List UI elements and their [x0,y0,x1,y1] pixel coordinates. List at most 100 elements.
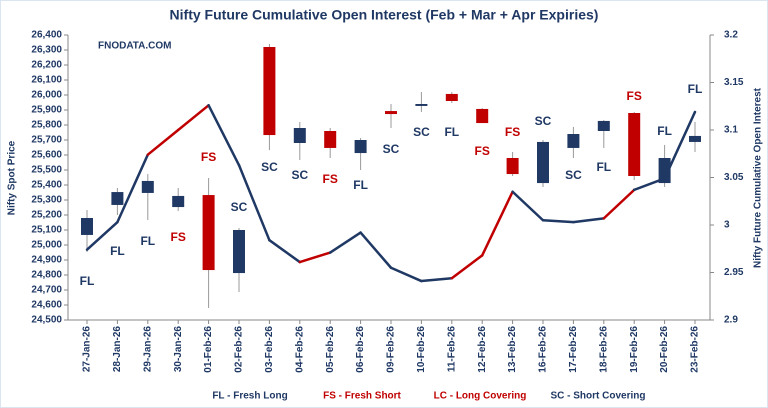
y2-tick-label: 3.2 [724,30,738,41]
x-tick-label: 29-Jan-26 [142,326,153,373]
y-tick-label: 24,800 [31,270,62,281]
x-tick-label: 27-Jan-26 [82,326,93,373]
signal-label: FL [444,125,459,139]
oi-line-segment [420,276,454,283]
y-tick-label: 25,300 [31,195,62,206]
candle-body [476,108,489,124]
signal-label: FS [505,125,520,139]
candle-body [537,141,549,184]
y-tick-label: 26,100 [31,75,62,86]
signal-label: FL [657,124,672,138]
watermark: FNODATA.COM [98,41,172,52]
y-tick-label: 25,200 [31,210,62,221]
y2-tick-label: 2.95 [724,267,744,278]
candle-body [263,47,276,136]
candle-body [111,192,124,205]
candle-body [202,195,215,271]
y-tick-label: 25,000 [31,240,62,251]
oi-line-segment [116,153,150,224]
candle-body [658,158,671,184]
legend-entry: LC - Long Covering [434,391,527,402]
signal-label: FS [171,230,186,244]
candle-body [81,218,93,235]
signal-label: FL [688,82,703,96]
legend-entry: FL - Fresh Long [212,391,287,402]
y-tick-label: 25,700 [31,135,62,146]
x-tick-label: 13-Feb-26 [507,326,518,373]
signal-label: FL [353,178,368,192]
x-tick-label: 19-Feb-26 [629,326,640,373]
signal-label: SC [261,160,278,174]
y-tick-label: 26,200 [31,60,62,71]
chart-title: Nifty Future Cumulative Open Interest (F… [170,7,599,23]
y-tick-label: 25,400 [31,180,62,191]
y-tick-label: 26,000 [31,90,62,101]
signal-label: FL [596,160,611,174]
oi-line-segment [298,251,332,264]
candle-body [689,135,701,142]
x-tick-label: 10-Feb-26 [416,326,427,373]
x-tick-label: 03-Feb-26 [264,326,275,373]
candle-body [354,140,367,154]
y2-axis-title: Nifty Future Cumulative Open Interest [753,87,764,268]
oi-line-segment [237,163,271,242]
signal-label: SC [383,142,400,156]
y2-tick-label: 3.15 [724,77,744,88]
oi-line-segment [207,104,241,167]
x-tick-label: 18-Feb-26 [598,326,609,373]
signal-label: SC [413,125,430,139]
y-tick-label: 24,600 [31,300,62,311]
x-tick-label: 06-Feb-26 [355,326,366,373]
oi-line-segment [268,238,302,264]
signal-label: FL [110,244,125,258]
signal-label: FS [201,150,216,164]
x-tick-label: 20-Feb-26 [659,326,670,373]
y-tick-label: 25,100 [31,225,62,236]
oi-line-segment [663,110,697,180]
y-tick-label: 25,800 [31,120,62,131]
y-tick-label: 24,700 [31,285,62,296]
oi-line-segment [389,266,423,283]
oi-line-segment [450,254,484,280]
x-tick-label: 16-Feb-26 [538,326,549,373]
oi-line-segment [511,190,545,222]
candle-body [628,113,641,176]
signal-label: SC [565,168,582,182]
oi-line-segment [359,231,393,269]
y-axis-title: Nifty Spot Price [7,140,18,215]
x-tick-label: 01-Feb-26 [203,326,214,373]
signal-label: FS [323,172,338,186]
oi-line-segment [328,231,362,254]
candle-body [293,128,306,143]
candle-body [233,230,245,274]
y2-tick-label: 3 [724,220,730,231]
signal-label: SC [291,168,308,182]
y-tick-label: 24,900 [31,255,62,266]
x-tick-label: 28-Jan-26 [112,326,123,373]
signal-label: SC [231,200,248,214]
legend-entry: FS - Fresh Short [323,391,401,402]
x-tick-label: 09-Feb-26 [386,326,397,373]
x-tick-label: 23-Feb-26 [690,326,701,373]
oi-line-segment [85,220,119,251]
y2-tick-label: 3.1 [724,125,738,136]
signal-label: FL [80,274,95,288]
signal-label: FL [140,234,155,248]
candle-body [141,180,154,193]
x-tick-label: 05-Feb-26 [325,326,336,373]
x-tick-label: 17-Feb-26 [568,326,579,373]
oi-line-segment [572,217,606,224]
y-tick-label: 25,900 [31,105,62,116]
candle-body [172,195,185,208]
candle-body [597,120,610,131]
x-tick-label: 02-Feb-26 [234,326,245,373]
signal-label: FS [627,89,642,103]
oi-line-segment [176,104,210,132]
candle-body [385,111,397,115]
y2-tick-label: 3.05 [724,172,744,183]
x-tick-label: 30-Jan-26 [173,326,184,373]
oi-line-segment [602,188,636,220]
candle-body [506,158,519,175]
